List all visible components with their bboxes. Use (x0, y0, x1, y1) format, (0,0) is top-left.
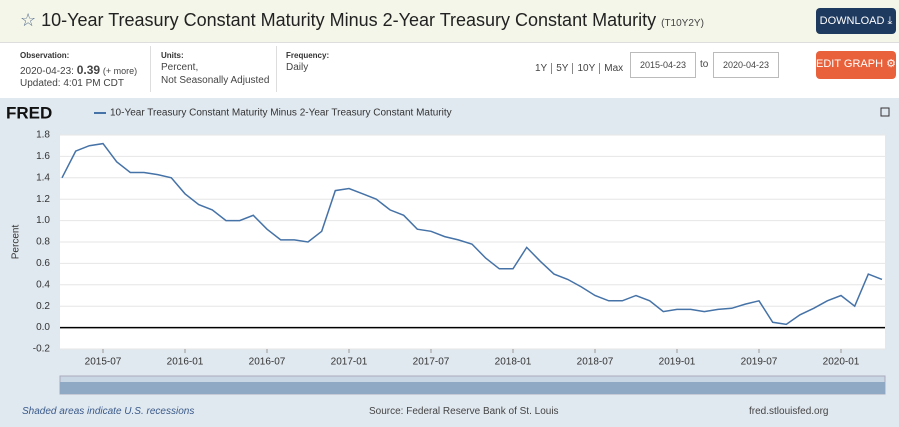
units: Not Seasonally Adjusted (161, 75, 270, 86)
x-tick-label: 2017-07 (413, 357, 450, 368)
y-tick-label: 1.0 (36, 215, 50, 226)
observation-date: 2020-04-23: (20, 66, 74, 77)
series-id: (T10Y2Y) (661, 18, 704, 29)
divider (150, 46, 151, 92)
range-buttons: 1Y 5Y 10Y Max (531, 58, 628, 76)
units-label: Units: (161, 51, 184, 60)
units: Percent, (161, 62, 199, 73)
chart: FRED 10-Year Treasury Constant Maturity … (6, 103, 890, 395)
more-link[interactable]: (+ more) (102, 66, 138, 76)
edit-graph-button[interactable]: EDIT GRAPH ⚙ (816, 51, 896, 79)
y-axis-label: Percent (11, 225, 22, 260)
title: ☆ 10-Year Treasury Constant Maturity Min… (20, 10, 704, 30)
y-tick-label: 1.2 (36, 194, 50, 205)
header-bar (0, 0, 899, 43)
observation: 2020-04-23: 0.39 (+ more) (20, 63, 137, 77)
range[interactable]: 1Y (535, 63, 548, 74)
frequency: Daily (286, 62, 309, 73)
download-button[interactable]: DOWNLOAD ⤓ (816, 8, 896, 34)
to-label: to (700, 59, 709, 70)
observation-value: 0.39 (76, 63, 101, 77)
series-title: 10-Year Treasury Constant Maturity Minus… (41, 10, 657, 30)
x-tick-label: 2020-01 (823, 357, 860, 368)
recession-note: Shaded areas indicate U.S. recessions (22, 406, 195, 417)
y-tick-label: 0.6 (36, 258, 50, 269)
range[interactable]: 10Y (572, 63, 600, 74)
x-tick-label: 2019-01 (659, 357, 696, 368)
range[interactable]: 5Y (551, 63, 573, 74)
x-tick-label: 2019-07 (741, 357, 778, 368)
download-label[interactable]: DOWNLOAD (819, 15, 885, 27)
legend-label: 10-Year Treasury Constant Maturity Minus… (110, 108, 452, 119)
frequency-label: Frequency: (286, 51, 330, 60)
x-tick-label: 2016-07 (249, 357, 286, 368)
y-tick-label: 0.8 (36, 237, 50, 248)
range[interactable]: Max (599, 63, 628, 74)
divider (276, 46, 277, 92)
logo: FRED (6, 103, 52, 122)
y-tick-label: -0.2 (33, 344, 51, 355)
y-tick-label: 0.2 (36, 301, 50, 312)
series-line (61, 142, 883, 326)
edit-label[interactable]: EDIT GRAPH (816, 58, 884, 70)
y-tick-label: 0.4 (36, 279, 50, 290)
source: Source: Federal Reserve Bank of St. Loui… (369, 406, 559, 417)
observation-label: Observation: (20, 51, 70, 60)
x-tick-label: 2018-01 (495, 357, 532, 368)
x-tick-label: 2016-01 (167, 357, 204, 368)
site[interactable]: fred.stlouisfed.org (749, 406, 829, 417)
y-tick-label: 1.8 (36, 130, 50, 141)
navigator-fill (60, 382, 885, 394)
x-tick-label: 2017-01 (331, 357, 368, 368)
start-date[interactable]: 2015-04-23 (630, 52, 696, 78)
y-tick-label: 1.4 (36, 172, 50, 183)
x-tick-label: 2018-07 (577, 357, 614, 368)
fullscreen-icon[interactable] (880, 107, 890, 117)
end-date[interactable]: 2020-04-23 (713, 52, 779, 78)
x-tick-label: 2015-07 (85, 357, 122, 368)
updated: Updated: 4:01 PM CDT (20, 78, 124, 89)
y-tick-label: 1.6 (36, 151, 50, 162)
y-tick-label: 0.0 (36, 322, 50, 333)
